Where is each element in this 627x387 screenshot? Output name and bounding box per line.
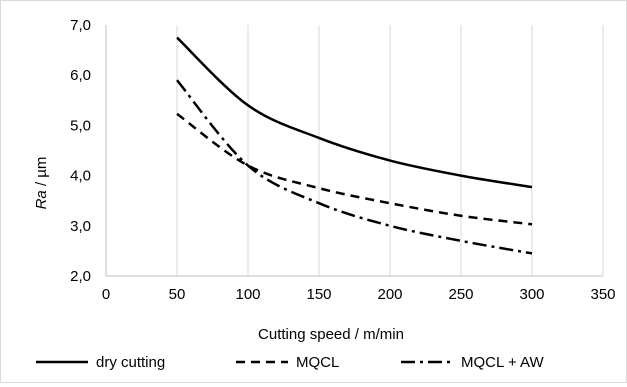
x-tick-label: 0: [102, 286, 110, 303]
series-line-mqcl-aw: [176, 79, 533, 255]
x-tick-label: 50: [169, 286, 186, 303]
x-axis-title: Cutting speed / m/min: [258, 326, 404, 343]
legend: dry cutting MQCL MQCL + AW: [36, 354, 544, 371]
legend-label: MQCL: [296, 354, 339, 371]
y-tick-label: 2,0: [70, 268, 91, 285]
x-tick-label: 150: [306, 286, 331, 303]
x-tick-label: 300: [519, 286, 544, 303]
x-tick-label: 200: [377, 286, 402, 303]
gridlines: [176, 25, 604, 276]
y-axis-title-unit: / µm: [33, 157, 50, 191]
x-tick-label: 100: [235, 286, 260, 303]
y-axis-title: Ra / µm: [33, 157, 50, 210]
legend-label: dry cutting: [96, 354, 165, 371]
y-tick-label: 5,0: [70, 117, 91, 134]
x-tick-label: 350: [590, 286, 615, 303]
series-line-mqcl: [176, 112, 533, 226]
tick-labels: 0 50 100 150 200 250 300 350 2,0 3,0 4,0 5,0 6,0 7,0: [70, 17, 615, 303]
y-tick-label: 4,0: [70, 168, 91, 185]
axes: [105, 25, 603, 277]
y-tick-label: 3,0: [70, 218, 91, 235]
y-tick-label: 7,0: [70, 17, 91, 34]
y-tick-label: 6,0: [70, 67, 91, 84]
legend-label: MQCL + AW: [461, 354, 544, 371]
y-axis-title-italic: Ra: [33, 190, 50, 209]
x-tick-label: 250: [448, 286, 473, 303]
series-line-dry-cutting: [176, 36, 533, 189]
series-lines: [176, 36, 533, 255]
